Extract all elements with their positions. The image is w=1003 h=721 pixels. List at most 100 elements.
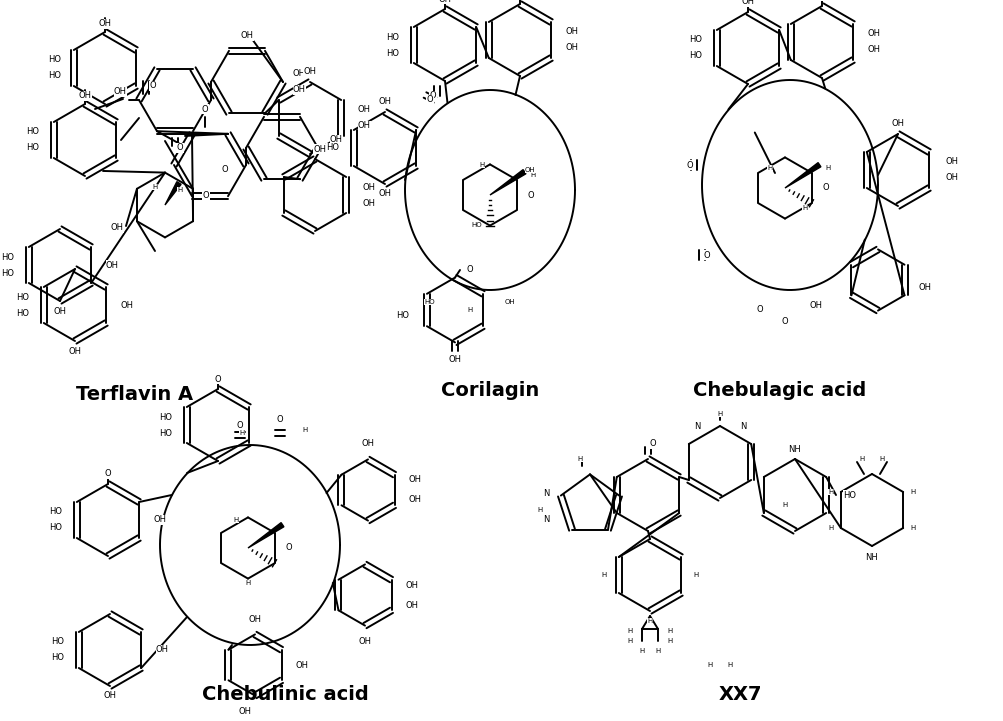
Text: HO: HO (424, 299, 435, 305)
Text: HO: HO (395, 311, 408, 319)
Text: OH: OH (945, 157, 958, 167)
Text: H: H (707, 662, 712, 668)
Text: HO: HO (51, 653, 64, 663)
Text: H: H (879, 456, 884, 462)
Text: O: O (222, 166, 228, 174)
Text: HO: HO (48, 71, 61, 81)
Text: O: O (466, 265, 472, 275)
Text: OH: OH (153, 516, 166, 524)
Text: HO: HO (26, 128, 39, 136)
Text: HO: HO (16, 309, 29, 317)
Text: OH: OH (155, 645, 169, 655)
Text: HO: HO (688, 51, 701, 61)
Text: OH: OH (566, 27, 579, 37)
Text: H: H (467, 307, 472, 313)
Text: OH: OH (408, 495, 421, 505)
Text: OH: OH (241, 32, 253, 40)
Text: H: H (655, 648, 660, 654)
Text: O: O (426, 95, 433, 105)
Text: O: O (528, 190, 534, 200)
Text: H: H (667, 628, 672, 634)
Text: H: H (910, 525, 915, 531)
Text: H: H (766, 165, 772, 171)
Text: OH: OH (868, 45, 880, 55)
Text: OH: OH (378, 190, 391, 198)
Text: OH: OH (303, 68, 316, 76)
Text: H: H (801, 205, 806, 211)
Text: H: H (530, 172, 535, 177)
Text: Chebulinic acid: Chebulinic acid (202, 686, 368, 704)
Text: OH: OH (408, 476, 421, 485)
Text: O: O (177, 143, 184, 153)
Text: OH: OH (891, 120, 904, 128)
Text: OH: OH (293, 69, 306, 79)
Text: NH: NH (787, 445, 800, 454)
Text: O: O (149, 81, 156, 91)
Text: OH: OH (361, 440, 374, 448)
Text: H: H (781, 502, 786, 508)
Text: H: H (577, 456, 582, 462)
Text: OH: OH (438, 0, 451, 4)
Text: HO: HO (1, 268, 14, 278)
Text: OH: OH (918, 283, 931, 293)
Text: HO: HO (1, 252, 14, 262)
Text: OH: OH (741, 0, 753, 6)
Text: OH: OH (358, 122, 371, 131)
Polygon shape (248, 523, 284, 548)
Text: OH: OH (330, 136, 343, 144)
Text: OH: OH (448, 355, 461, 365)
Text: OH: OH (525, 167, 535, 173)
Text: HO: HO (326, 143, 339, 153)
Text: OH: OH (405, 601, 418, 609)
Text: OH: OH (98, 19, 111, 29)
Text: OH: OH (363, 198, 376, 208)
Text: OH: OH (68, 347, 81, 355)
Text: HO: HO (16, 293, 29, 301)
Text: H: H (601, 572, 606, 578)
Text: H: H (627, 628, 632, 634)
Text: O: O (237, 420, 243, 430)
Text: OH: OH (566, 43, 579, 53)
Text: H: H (478, 162, 484, 168)
Text: Corilagin: Corilagin (440, 381, 539, 399)
Text: OH: OH (363, 182, 376, 192)
Text: OH: OH (293, 86, 306, 94)
Text: H: H (667, 638, 672, 644)
Text: OH: OH (296, 660, 309, 670)
Text: O: O (277, 415, 283, 425)
Text: H: H (627, 638, 632, 644)
Text: HO: HO (48, 56, 61, 64)
Text: HO: HO (49, 523, 62, 533)
Text: O: O (215, 374, 221, 384)
Text: H: H (233, 517, 239, 523)
Text: H: H (245, 580, 251, 586)
Text: O: O (781, 317, 787, 327)
Text: H: H (537, 507, 542, 513)
Text: O: O (203, 190, 209, 200)
Text: N: N (739, 422, 745, 430)
Text: OH: OH (313, 144, 326, 154)
Text: OH: OH (106, 260, 119, 270)
Text: OH: OH (103, 691, 116, 701)
Text: HO: HO (26, 143, 39, 153)
Text: OH: OH (111, 224, 124, 232)
Text: OH: OH (249, 614, 261, 624)
Text: H: H (693, 572, 698, 578)
Text: N: N (543, 516, 549, 524)
Text: Chebulagic acid: Chebulagic acid (693, 381, 866, 399)
Text: HO: HO (688, 35, 701, 45)
Text: OH: OH (121, 301, 133, 309)
Text: OH: OH (358, 637, 371, 645)
Text: H: H (302, 427, 307, 433)
Text: OH: OH (405, 580, 418, 590)
Text: NH: NH (865, 554, 878, 562)
Text: HO: HO (49, 508, 62, 516)
Text: HO: HO (158, 428, 172, 438)
Text: OH: OH (53, 306, 66, 316)
Polygon shape (164, 182, 181, 205)
Text: H: H (178, 187, 183, 193)
Text: O: O (756, 306, 762, 314)
Text: HO: HO (158, 412, 172, 422)
Text: HO: HO (470, 222, 481, 228)
Text: OH: OH (78, 92, 91, 100)
